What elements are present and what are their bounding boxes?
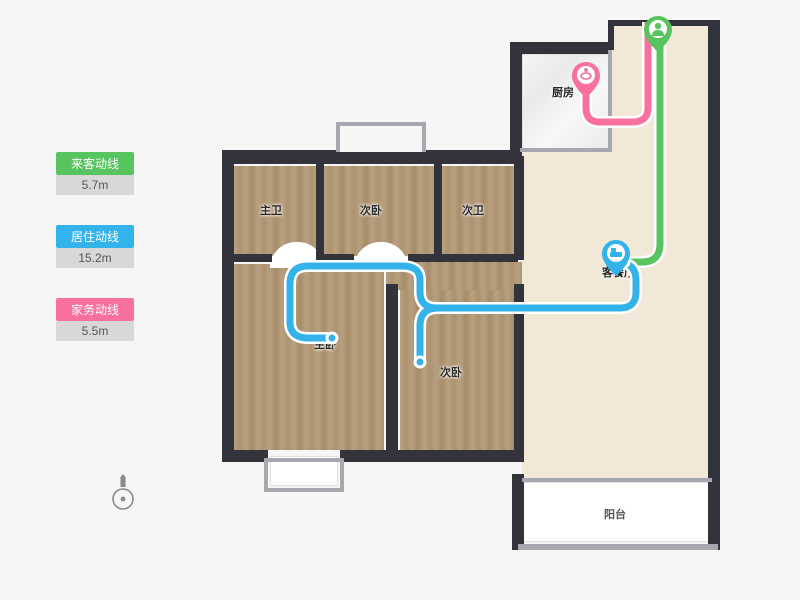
living-pin-icon <box>602 240 630 276</box>
legend-value-visitor: 5.7m <box>56 175 134 195</box>
label-master-bath: 主卫 <box>260 202 282 218</box>
legend-item-living: 居住动线 15.2m <box>56 225 134 268</box>
area-living-dining <box>522 150 712 480</box>
wall <box>408 254 518 262</box>
wall <box>232 254 272 262</box>
wall <box>386 284 398 462</box>
wall <box>222 150 234 462</box>
legend-value-housework: 5.5m <box>56 321 134 341</box>
wall <box>520 148 612 152</box>
kitchen-pin-icon <box>572 62 600 98</box>
area-master-bedroom <box>234 264 384 450</box>
wall <box>340 458 344 490</box>
wall <box>708 474 720 550</box>
wall <box>316 162 324 260</box>
label-kitchen: 厨房 <box>552 84 574 100</box>
legend-label-living: 居住动线 <box>56 225 134 248</box>
wall <box>608 50 612 150</box>
label-bedroom-bottom: 次卧 <box>440 364 462 380</box>
wall <box>514 284 524 462</box>
legend-value-living: 15.2m <box>56 248 134 268</box>
legend-item-visitor: 来客动线 5.7m <box>56 152 134 195</box>
wall <box>514 156 524 260</box>
label-second-bath: 次卫 <box>462 202 484 218</box>
wall <box>518 544 718 550</box>
legend-label-visitor: 来客动线 <box>56 152 134 175</box>
wall <box>336 122 426 152</box>
wall <box>512 474 524 550</box>
wall <box>510 42 610 54</box>
legend-label-housework: 家务动线 <box>56 298 134 321</box>
wall <box>264 458 344 462</box>
entry-pin-icon <box>644 16 672 52</box>
wall <box>608 20 614 50</box>
floor-plan: 厨房 主卫 次卧 次卫 客餐厅 主卧 次卧 阳台 <box>204 22 744 582</box>
label-bedroom-top: 次卧 <box>360 202 382 218</box>
label-balcony: 阳台 <box>604 506 626 522</box>
wall <box>222 150 522 164</box>
compass-icon <box>108 474 138 504</box>
wall <box>264 458 268 490</box>
wall <box>708 20 720 482</box>
wall <box>264 488 344 492</box>
wall <box>522 478 712 482</box>
label-master-bedroom: 主卧 <box>314 336 336 352</box>
wall <box>322 254 354 262</box>
legend-item-housework: 家务动线 5.5m <box>56 298 134 341</box>
legend: 来客动线 5.7m 居住动线 15.2m 家务动线 5.5m <box>56 152 134 371</box>
wall <box>434 162 442 260</box>
wall <box>510 42 522 158</box>
wall <box>396 450 524 462</box>
wall <box>222 450 268 462</box>
